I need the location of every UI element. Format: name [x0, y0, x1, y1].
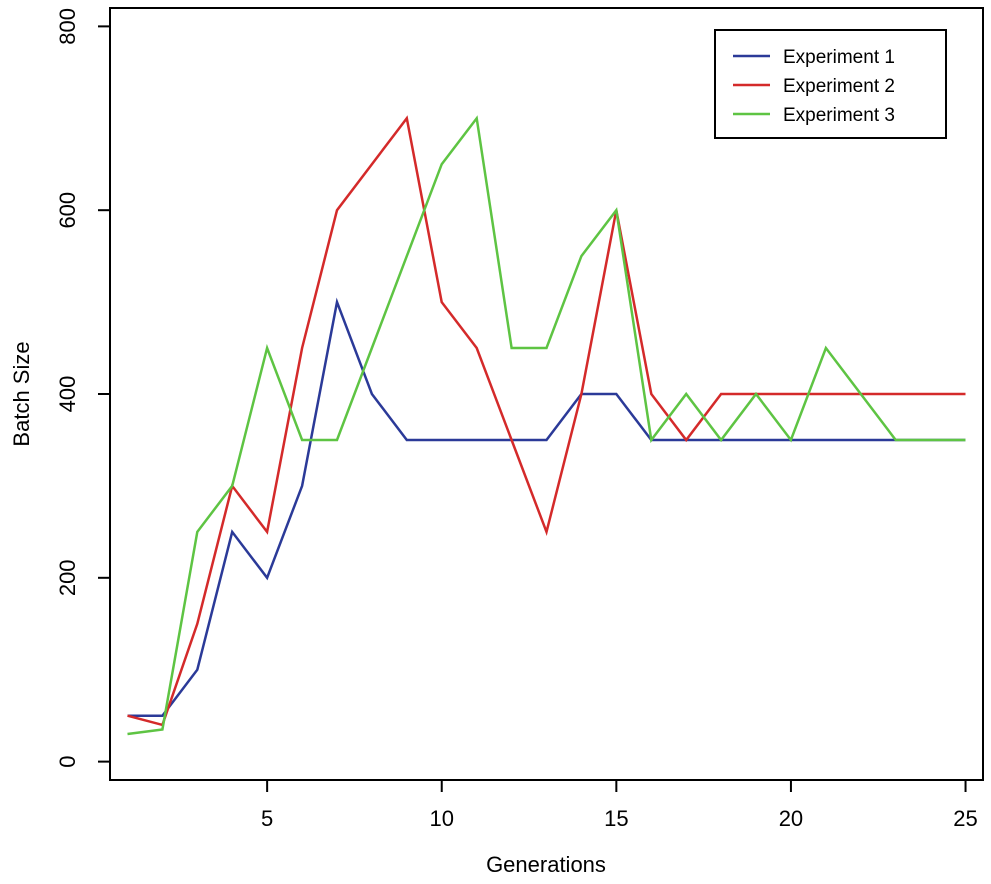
- x-tick-label: 25: [953, 806, 977, 831]
- y-tick-label: 200: [55, 559, 80, 596]
- x-tick-label: 10: [429, 806, 453, 831]
- y-tick-label: 0: [55, 755, 80, 767]
- legend: Experiment 1 Experiment 2 Experiment 3: [714, 29, 947, 139]
- x-axis-title: Generations: [486, 852, 606, 877]
- y-axis: 0 200 400 600 800: [55, 8, 110, 768]
- legend-label-experiment-2: Experiment 2: [783, 76, 895, 97]
- x-tick-label: 20: [779, 806, 803, 831]
- y-tick-label: 800: [55, 8, 80, 45]
- series-line-experiment-1: [127, 297, 966, 717]
- x-tick-label: 15: [604, 806, 628, 831]
- legend-label-experiment-3: Experiment 3: [783, 105, 895, 126]
- y-tick-label: 400: [55, 376, 80, 413]
- series-line-experiment-3: [127, 115, 966, 736]
- y-axis-title: Batch Size: [9, 341, 34, 446]
- series-line-experiment-2: [127, 115, 966, 727]
- series-layer: [127, 115, 966, 736]
- x-tick-label: 5: [261, 806, 273, 831]
- x-axis: 5 10 15 20 25: [261, 780, 978, 831]
- y-tick-label: 600: [55, 192, 80, 229]
- legend-label-experiment-1: Experiment 1: [783, 47, 895, 68]
